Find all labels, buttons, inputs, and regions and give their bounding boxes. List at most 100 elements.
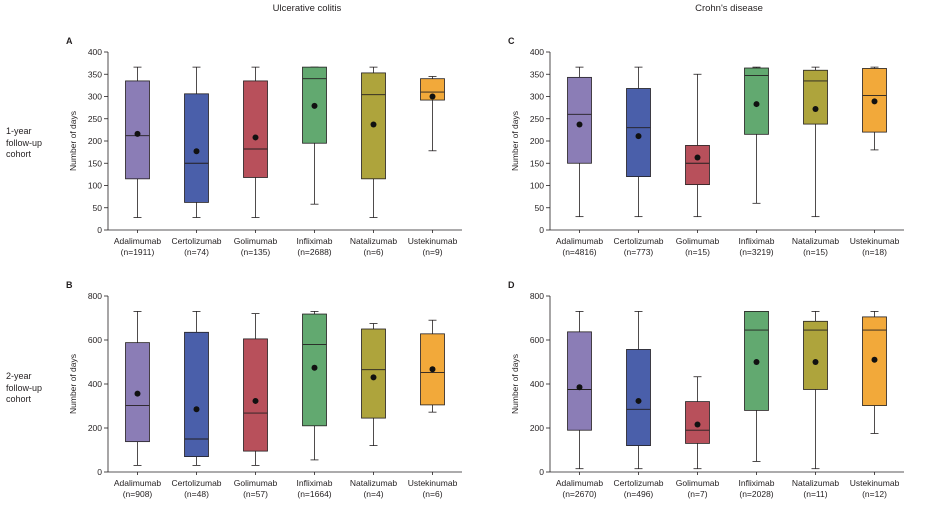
category-label: Natalizumab (792, 478, 840, 488)
mean-point (635, 133, 642, 140)
n-label: (n=908) (123, 489, 153, 499)
category-label: Certolizumab (613, 478, 663, 488)
category-label: Infliximab (297, 236, 333, 246)
mean-point (252, 397, 259, 404)
category-label: Certolizumab (171, 478, 221, 488)
mean-point (694, 154, 701, 161)
n-label: (n=496) (624, 489, 654, 499)
box-certolizumab: Certolizumab(n=74) (171, 66, 222, 257)
box-infliximab: Infliximab(n=2028) (739, 310, 775, 499)
y-tick-label: 300 (530, 92, 544, 102)
mean-point (193, 406, 200, 413)
iqr-box (184, 331, 209, 457)
n-label: (n=1664) (297, 489, 331, 499)
y-tick-label: 100 (88, 181, 102, 191)
y-tick-label: 0 (97, 225, 102, 235)
y-axis-title: Number of days (510, 111, 520, 171)
n-label: (n=135) (241, 247, 271, 257)
mean-point (694, 421, 701, 428)
box-natalizumab: Natalizumab(n=4) (350, 323, 398, 499)
category-label: Natalizumab (350, 478, 398, 488)
y-tick-label: 800 (88, 291, 102, 301)
box-certolizumab: Certolizumab(n=496) (613, 310, 664, 499)
n-label: (n=7) (687, 489, 707, 499)
category-label: Adalimumab (114, 478, 162, 488)
mean-point (753, 101, 760, 108)
n-label: (n=6) (422, 489, 442, 499)
panel-letter: C (508, 36, 515, 46)
box-adalimumab: Adalimumab(n=1911) (114, 66, 161, 257)
panel-letter: A (66, 36, 73, 46)
mean-point (429, 366, 436, 373)
y-tick-label: 0 (539, 225, 544, 235)
n-label: (n=57) (243, 489, 268, 499)
box-natalizumab: Natalizumab(n=15) (792, 66, 840, 257)
mean-point (576, 384, 583, 391)
box-ustekinumab: Ustekinumab(n=18) (850, 66, 900, 257)
category-label: Certolizumab (171, 236, 221, 246)
n-label: (n=4) (363, 489, 383, 499)
category-label: Natalizumab (792, 236, 840, 246)
category-label: Infliximab (739, 236, 775, 246)
y-tick-label: 600 (88, 335, 102, 345)
header-ulcerative-colitis: Ulcerative colitis (272, 3, 342, 14)
y-tick-label: 800 (530, 291, 544, 301)
box-ustekinumab: Ustekinumab(n=12) (850, 310, 900, 499)
n-label: (n=74) (184, 247, 209, 257)
y-tick-label: 250 (88, 114, 102, 124)
box-ustekinumab: Ustekinumab(n=6) (408, 319, 458, 499)
category-label: Golimumab (234, 478, 278, 488)
iqr-box (420, 78, 445, 101)
mean-point (311, 102, 318, 109)
box-infliximab: Infliximab(n=3219) (739, 66, 775, 257)
box-adalimumab: Adalimumab(n=2670) (556, 310, 603, 499)
row-label-line: follow-up (6, 382, 43, 393)
y-tick-label: 200 (88, 423, 102, 433)
category-label: Infliximab (739, 478, 775, 488)
row-label-2-year: 2-year follow-up cohort (6, 371, 66, 406)
iqr-box (626, 349, 651, 446)
mean-point (871, 356, 878, 363)
row-label-line: 1-year (6, 126, 32, 136)
iqr-box (685, 145, 710, 186)
y-tick-label: 400 (88, 47, 102, 57)
y-tick-label: 150 (530, 158, 544, 168)
y-axis-title: Number of days (68, 111, 78, 171)
iqr-box (803, 320, 828, 390)
box-ustekinumab: Ustekinumab(n=9) (408, 76, 458, 257)
n-label: (n=4816) (562, 247, 596, 257)
header-crohns-disease: Crohn's disease (695, 3, 763, 14)
box-certolizumab: Certolizumab(n=773) (613, 66, 664, 257)
y-tick-label: 100 (530, 181, 544, 191)
box-golimumab: Golimumab(n=7) (676, 376, 719, 499)
mean-point (252, 134, 259, 141)
mean-point (576, 121, 583, 128)
row-label-line: follow-up (6, 137, 43, 148)
box-golimumab: Golimumab(n=135) (234, 66, 277, 257)
mean-point (370, 374, 377, 381)
y-tick-label: 200 (530, 136, 544, 146)
iqr-box (567, 331, 592, 431)
category-label: Adalimumab (556, 236, 604, 246)
mean-point (370, 121, 377, 128)
y-tick-label: 0 (97, 467, 102, 477)
n-label: (n=1911) (121, 247, 155, 257)
category-label: Ustekinumab (408, 478, 458, 488)
panel-letter: B (66, 280, 73, 290)
y-tick-label: 0 (539, 467, 544, 477)
iqr-box (567, 76, 592, 164)
category-label: Ustekinumab (850, 236, 900, 246)
mean-point (812, 105, 819, 112)
y-tick-label: 200 (530, 423, 544, 433)
n-label: (n=15) (685, 247, 710, 257)
n-label: (n=2028) (739, 489, 773, 499)
mean-point (193, 148, 200, 155)
row-label-1-year: 1-year follow-up cohort (6, 126, 66, 161)
iqr-box (361, 328, 386, 419)
y-tick-label: 50 (93, 203, 103, 213)
category-label: Ustekinumab (408, 236, 458, 246)
box-natalizumab: Natalizumab(n=11) (792, 310, 840, 499)
y-axis-title: Number of days (510, 354, 520, 414)
